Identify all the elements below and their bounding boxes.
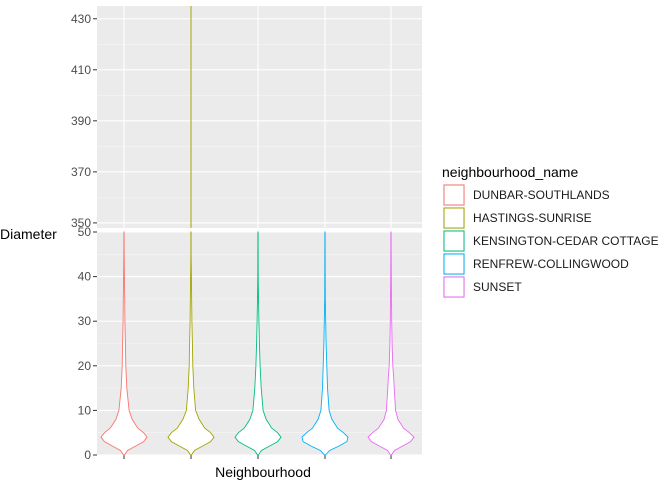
violin-kensington-cedar-cottage [234, 231, 282, 456]
legend-key [443, 230, 465, 252]
lower_panel-tick-label: 0 [84, 448, 91, 462]
legend-label: HASTINGS-SUNRISE [473, 211, 592, 225]
lower_panel-tick-label: 10 [78, 403, 92, 417]
upper_panel-tick-label: 350 [71, 216, 91, 230]
legend-label: RENFREW-COLLINGWOOD [473, 257, 629, 271]
upper_panel-tick-label: 370 [71, 165, 91, 179]
lower_panel-tick-label: 30 [78, 314, 92, 328]
legend: neighbourhood_name DUNBAR-SOUTHLANDS HAST… [442, 164, 659, 298]
x-axis-title: Neighbourhood [215, 464, 311, 480]
legend-label: SUNSET [473, 280, 522, 294]
legend-title: neighbourhood_name [442, 164, 578, 180]
violin-sunset [367, 231, 415, 456]
violins [100, 6, 415, 456]
upper_panel-tick-label: 430 [71, 12, 91, 26]
legend-key [443, 253, 465, 275]
upper_panel-tick-label: 410 [71, 63, 91, 77]
upper_panel-background [97, 6, 422, 228]
legend-key [443, 184, 465, 206]
violin-dunbar-southlands [100, 231, 148, 456]
lower_panel-tick-label: 20 [78, 359, 92, 373]
lower_panel-tick-label: 40 [78, 270, 92, 284]
upper_panel-tick-label: 390 [71, 114, 91, 128]
violin-hastings-sunrise [167, 231, 215, 456]
violin-renfrew-collingwood [301, 231, 349, 456]
legend-label: KENSINGTON-CEDAR COTTAGE [473, 234, 659, 248]
legend-label: DUNBAR-SOUTHLANDS [473, 188, 610, 202]
legend-key [443, 207, 465, 229]
legend-key [443, 276, 465, 298]
y-axis-title: Diameter [0, 226, 57, 242]
upper-panel: 350 370 390 410 430 [71, 6, 422, 230]
lower_panel-tick-label: 50 [78, 225, 92, 239]
